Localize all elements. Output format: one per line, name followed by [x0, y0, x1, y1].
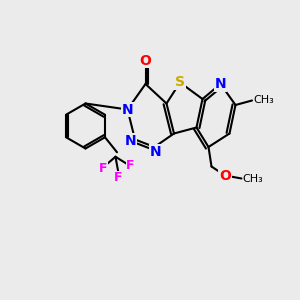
Text: F: F	[126, 159, 135, 172]
Text: N: N	[215, 77, 226, 91]
Text: O: O	[219, 169, 231, 182]
Text: N: N	[122, 103, 133, 116]
Text: O: O	[140, 54, 152, 68]
Text: F: F	[114, 171, 123, 184]
Text: CH₃: CH₃	[242, 173, 263, 184]
Text: N: N	[125, 134, 136, 148]
Text: F: F	[99, 162, 108, 175]
Text: S: S	[175, 76, 185, 89]
Text: CH₃: CH₃	[254, 94, 274, 105]
Text: N: N	[150, 145, 162, 158]
